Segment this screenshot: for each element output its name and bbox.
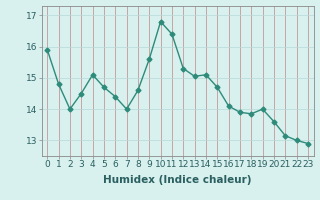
X-axis label: Humidex (Indice chaleur): Humidex (Indice chaleur) bbox=[103, 175, 252, 185]
